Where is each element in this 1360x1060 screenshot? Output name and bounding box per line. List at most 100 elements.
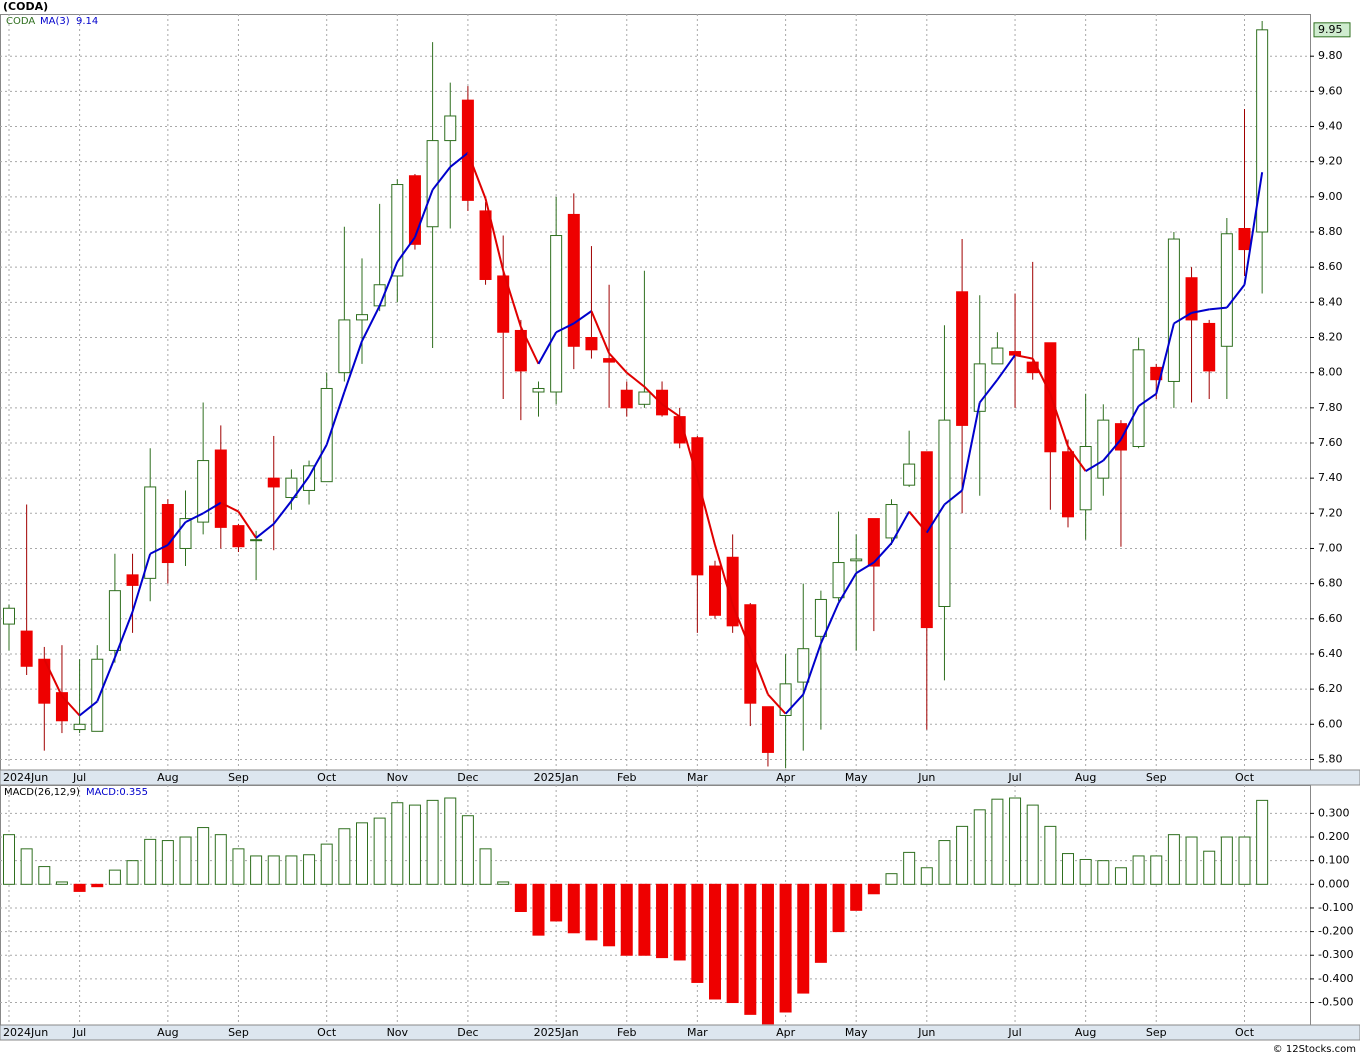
ma-segment	[608, 352, 628, 374]
ma-segment	[255, 523, 275, 539]
legend-entry: MA(3)	[40, 16, 70, 27]
y-tick-label: 0.000	[1318, 877, 1350, 890]
macd-bar	[514, 883, 527, 913]
candle-body	[991, 347, 1004, 365]
candle-body	[1220, 233, 1233, 347]
ma-segment	[431, 166, 452, 191]
macd-bar	[709, 883, 721, 1000]
ma-segment	[1049, 393, 1069, 447]
macd-bar	[250, 855, 263, 885]
ma-segment	[1120, 405, 1140, 440]
y-tick-label: 0.200	[1318, 830, 1350, 843]
x-tick-label: Jul	[72, 771, 86, 784]
macd-bar	[920, 867, 933, 885]
candle-body	[197, 460, 210, 523]
y-tick-label: 6.80	[1318, 577, 1343, 590]
y-tick-label: 6.20	[1318, 682, 1343, 695]
y-tick-label: 9.20	[1318, 155, 1343, 168]
ma-segment	[185, 512, 204, 523]
macd-bar	[744, 883, 757, 1015]
x-tick-label: May	[845, 771, 868, 784]
candle-body	[726, 556, 739, 627]
macd-bar	[479, 848, 492, 885]
candle-body	[1114, 423, 1127, 451]
macd-bar	[108, 869, 121, 885]
y-tick-label: 8.40	[1318, 295, 1343, 308]
candle-body	[832, 562, 845, 599]
y-tick-label: -0.400	[1318, 972, 1353, 985]
ma-segment	[113, 611, 134, 658]
ma-segment	[202, 501, 222, 515]
x-tick-label: Mar	[687, 771, 708, 784]
ma-segment	[272, 500, 293, 525]
macd-bar	[603, 883, 616, 947]
y-tick-label: 8.80	[1318, 225, 1343, 238]
macd-bar	[1079, 858, 1092, 885]
ma-segment	[767, 693, 787, 715]
ma-segment	[890, 511, 911, 544]
candle-body	[108, 590, 121, 651]
candle-body	[550, 235, 563, 393]
macd-bar	[1097, 860, 1110, 885]
macd-bar	[885, 873, 898, 885]
macd-bar	[55, 881, 68, 885]
ma-segment	[731, 604, 752, 650]
ma-segment	[308, 444, 328, 477]
candle-body	[55, 692, 68, 722]
macd-bar	[214, 834, 227, 885]
ma-segment	[1067, 445, 1087, 472]
x-tick-label: Dec	[457, 1026, 478, 1039]
x-tick-label: Aug	[157, 1026, 178, 1039]
candle-body	[514, 329, 527, 372]
x-tick-label: Dec	[457, 771, 478, 784]
macd-bar	[408, 804, 421, 885]
candle-body	[709, 565, 721, 616]
macd-bar	[867, 883, 880, 895]
ma-segment	[290, 475, 310, 502]
ma-segment	[784, 693, 804, 715]
macd-bar	[567, 883, 580, 934]
x-tick-label: 2024Jun	[3, 1026, 48, 1039]
macd-bar	[356, 822, 368, 885]
ma-segment	[361, 305, 381, 342]
candle-body	[1185, 277, 1198, 321]
ma-segment	[573, 310, 593, 325]
macd-bar	[426, 799, 439, 885]
candle-body	[814, 598, 827, 637]
macd-bar	[497, 881, 510, 885]
y-tick-label: 9.60	[1318, 84, 1343, 97]
ma-segment	[502, 270, 522, 328]
candle-body	[938, 419, 951, 607]
y-tick-label: 0.300	[1318, 806, 1350, 819]
ma-segment	[925, 503, 946, 534]
legend-value: 9.14	[76, 16, 98, 27]
ma-segment	[978, 379, 999, 404]
candle-body	[408, 175, 421, 245]
macd-bar	[1044, 825, 1057, 885]
ma-segment	[714, 544, 734, 606]
candle-body	[585, 336, 598, 351]
ma-segment	[1173, 312, 1193, 325]
ma-segment	[1209, 306, 1227, 311]
macd-bar	[832, 883, 845, 933]
macd-bar	[1062, 853, 1074, 885]
panel-title: MACD(26,12,9)	[4, 787, 80, 798]
y-tick-label: 7.80	[1318, 401, 1343, 414]
date-strip	[0, 1024, 1360, 1041]
candle-body	[391, 184, 404, 277]
candle-body	[920, 451, 933, 629]
x-tick-label: Jul	[1007, 771, 1021, 784]
ma-segment	[325, 391, 346, 446]
ma-segment	[414, 189, 434, 238]
macd-bar	[673, 883, 686, 961]
ma-segment	[1155, 323, 1175, 395]
x-tick-label: Aug	[157, 771, 178, 784]
macd-bar	[461, 815, 474, 885]
macd-bar	[1167, 834, 1180, 885]
macd-bar	[532, 883, 545, 936]
macd-bar	[1132, 855, 1145, 885]
candle-body	[461, 99, 474, 201]
macd-bar	[797, 883, 810, 994]
y-tick-label: 9.80	[1318, 49, 1343, 62]
x-tick-label: Apr	[776, 1026, 796, 1039]
